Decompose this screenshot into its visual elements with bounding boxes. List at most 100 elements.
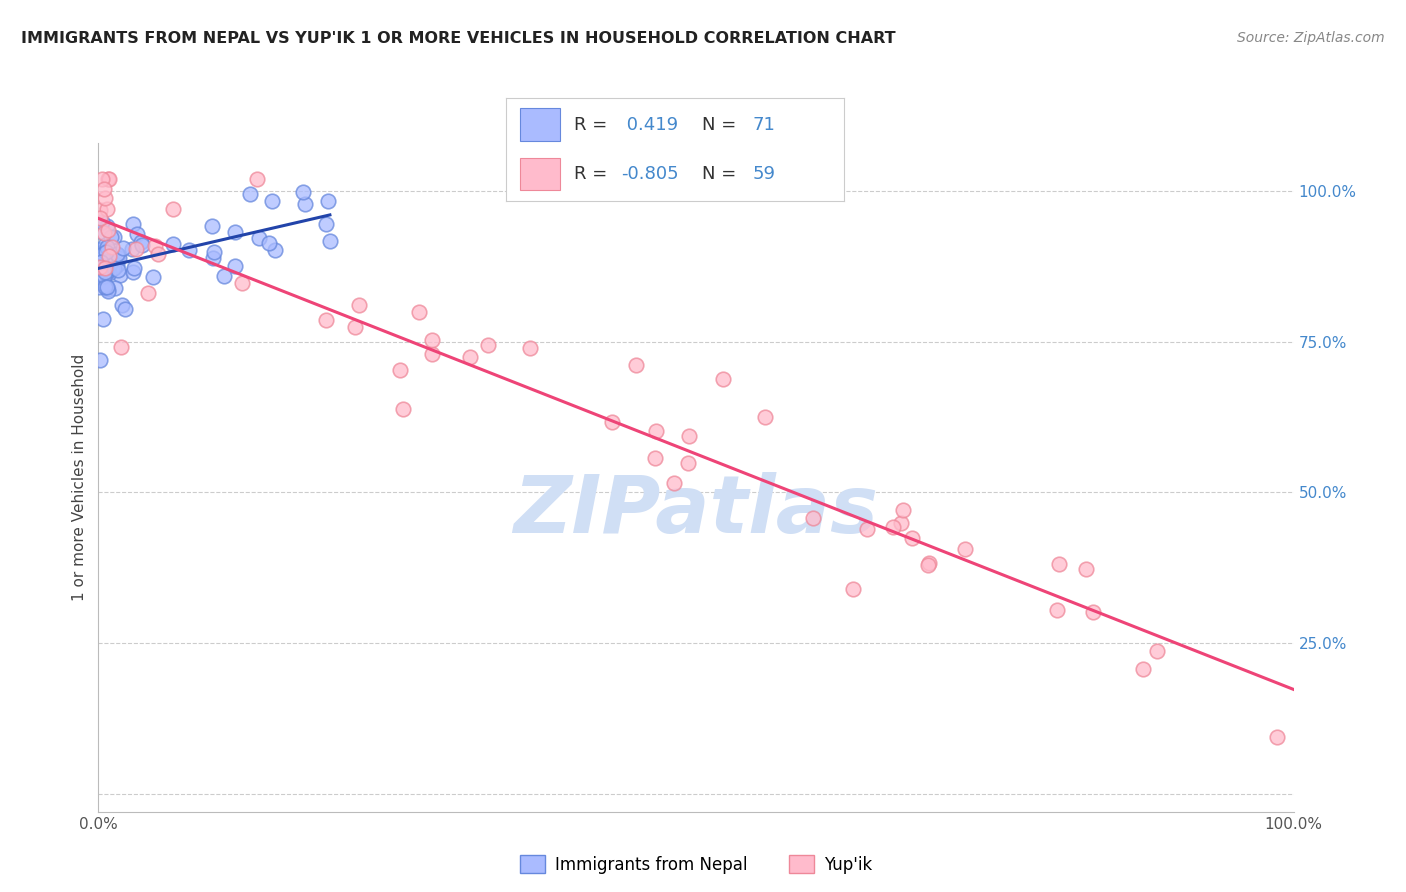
Point	[98, 249, 121, 263]
Point	[202, 245, 225, 260]
Point	[111, 242, 134, 256]
Text: 59: 59	[752, 165, 776, 183]
Point	[202, 251, 225, 265]
Point	[100, 261, 122, 276]
Point	[91, 172, 114, 186]
Point	[96, 249, 118, 263]
Point	[89, 203, 111, 218]
Point	[114, 301, 136, 316]
Point	[98, 256, 121, 270]
Point	[93, 182, 115, 196]
Text: Source: ZipAtlas.com: Source: ZipAtlas.com	[1237, 31, 1385, 45]
Y-axis label: 1 or more Vehicles in Household: 1 or more Vehicles in Household	[72, 353, 87, 601]
FancyBboxPatch shape	[520, 158, 560, 190]
Point	[98, 172, 121, 186]
Point	[257, 236, 280, 251]
Point	[94, 278, 117, 293]
Point	[103, 260, 125, 275]
Point	[1146, 643, 1168, 657]
Point	[97, 243, 120, 257]
Point	[110, 340, 132, 354]
Point	[96, 202, 118, 216]
Point	[98, 255, 121, 269]
Point	[247, 231, 270, 245]
Point	[122, 261, 145, 276]
Point	[96, 219, 118, 234]
Point	[1047, 557, 1070, 571]
Point	[239, 186, 262, 201]
Point	[1265, 730, 1288, 744]
Point	[856, 523, 879, 537]
Point	[408, 305, 430, 319]
Point	[105, 247, 128, 261]
Point	[91, 247, 114, 261]
Point	[1083, 605, 1105, 619]
Point	[104, 281, 127, 295]
Point	[676, 456, 699, 470]
Point	[107, 263, 129, 277]
Point	[262, 194, 284, 209]
Point	[121, 265, 143, 279]
Point	[101, 240, 124, 254]
Point	[91, 225, 114, 239]
Point	[392, 402, 415, 417]
Legend: Immigrants from Nepal, Yup'ik: Immigrants from Nepal, Yup'ik	[513, 849, 879, 880]
Point	[91, 273, 114, 287]
Point	[93, 269, 115, 284]
Point	[292, 185, 315, 199]
Point	[131, 235, 153, 249]
Point	[108, 268, 131, 283]
Point	[103, 229, 125, 244]
Point	[890, 516, 912, 531]
Point	[953, 541, 976, 556]
Point	[224, 226, 246, 240]
Point	[122, 217, 145, 231]
Point	[121, 242, 143, 256]
Text: N =: N =	[702, 165, 742, 183]
Point	[316, 194, 339, 208]
Point	[96, 280, 118, 294]
Point	[662, 475, 685, 490]
Point	[94, 241, 117, 255]
Point	[89, 243, 111, 257]
Text: 71: 71	[752, 116, 775, 134]
Point	[93, 280, 115, 294]
Point	[98, 266, 121, 280]
Point	[162, 236, 184, 251]
FancyBboxPatch shape	[520, 109, 560, 141]
Point	[162, 202, 184, 216]
Point	[891, 503, 914, 517]
Point	[801, 511, 824, 525]
Point	[89, 260, 111, 275]
Point	[125, 242, 148, 256]
Point	[94, 265, 117, 279]
Point	[94, 260, 117, 275]
Point	[97, 172, 120, 186]
Point	[105, 258, 128, 272]
Point	[97, 223, 120, 237]
Point	[224, 259, 246, 273]
Point	[1045, 602, 1067, 616]
Point	[200, 219, 222, 233]
Point	[91, 312, 114, 326]
Point	[177, 243, 200, 257]
Point	[108, 251, 131, 265]
Point	[420, 347, 443, 361]
Point	[842, 582, 865, 596]
Point	[458, 350, 481, 364]
Point	[90, 215, 112, 229]
Point	[89, 246, 111, 260]
Text: N =: N =	[702, 116, 742, 134]
Point	[882, 520, 904, 534]
Point	[143, 239, 166, 253]
Point	[89, 211, 111, 225]
Point	[901, 531, 924, 545]
Point	[388, 363, 411, 377]
Point	[918, 556, 941, 570]
Point	[111, 297, 134, 311]
Point	[294, 197, 316, 211]
Point	[315, 217, 337, 231]
Point	[600, 415, 623, 429]
Point	[519, 341, 541, 355]
Point	[97, 282, 120, 296]
